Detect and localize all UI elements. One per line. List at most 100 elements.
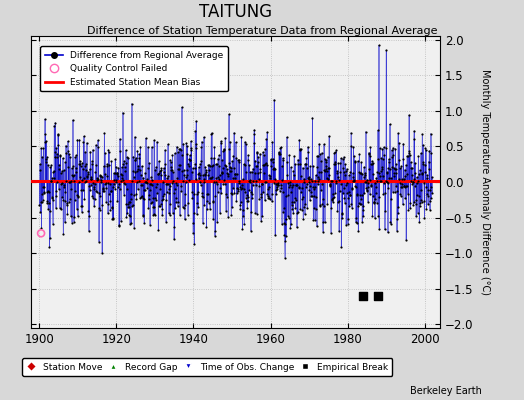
Point	[159, 192, 167, 199]
Point	[72, 169, 80, 175]
Point	[418, 171, 427, 178]
Point	[189, 230, 197, 236]
Point	[97, 179, 106, 186]
Point	[367, 182, 375, 188]
Point	[103, 180, 112, 186]
Point	[371, 196, 379, 202]
Point	[120, 158, 128, 165]
Point	[257, 181, 266, 188]
Point	[296, 161, 304, 167]
Point	[143, 184, 151, 191]
Point	[123, 210, 132, 216]
Point	[212, 175, 220, 181]
Point	[102, 199, 110, 205]
Point	[78, 160, 86, 166]
Point	[213, 161, 222, 168]
Point	[162, 197, 170, 203]
Point	[227, 212, 235, 218]
Point	[63, 138, 72, 144]
Point	[297, 189, 305, 195]
Point	[359, 293, 367, 299]
Point	[280, 232, 289, 238]
Point	[60, 198, 69, 204]
Point	[262, 136, 270, 142]
Point	[380, 152, 388, 159]
Point	[123, 154, 131, 161]
Point	[136, 167, 144, 174]
Point	[205, 167, 213, 174]
Point	[256, 166, 265, 172]
Point	[224, 214, 232, 220]
Point	[72, 152, 80, 158]
Point	[112, 171, 121, 178]
Point	[387, 174, 396, 181]
Point	[280, 255, 289, 261]
Point	[386, 121, 394, 128]
Point	[266, 175, 274, 182]
Point	[362, 179, 370, 185]
Point	[190, 191, 198, 198]
Point	[146, 186, 155, 193]
Point	[236, 206, 244, 212]
Point	[339, 165, 347, 171]
Point	[42, 154, 51, 160]
Point	[216, 185, 224, 192]
Point	[281, 238, 290, 244]
Point	[245, 178, 253, 184]
Point	[367, 161, 375, 167]
Point	[52, 187, 61, 194]
Point	[80, 195, 89, 202]
Point	[284, 192, 292, 198]
Point	[385, 175, 394, 181]
Point	[103, 160, 112, 167]
Point	[213, 180, 221, 187]
Point	[220, 177, 228, 184]
Point	[333, 169, 341, 176]
Point	[83, 173, 91, 180]
Point	[385, 159, 394, 166]
Point	[36, 209, 45, 216]
Point	[294, 156, 302, 163]
Point	[297, 146, 305, 152]
Point	[396, 165, 405, 172]
Point	[217, 138, 225, 145]
Point	[78, 202, 86, 209]
Point	[76, 161, 84, 168]
Point	[164, 180, 172, 187]
Point	[241, 189, 249, 195]
Point	[388, 164, 397, 170]
Point	[81, 149, 89, 155]
Point	[139, 194, 147, 201]
Point	[43, 198, 52, 204]
Point	[420, 215, 429, 221]
Point	[233, 185, 241, 192]
Point	[50, 175, 58, 182]
Point	[253, 210, 261, 217]
Point	[278, 163, 286, 170]
Point	[348, 174, 357, 180]
Point	[200, 134, 208, 140]
Point	[287, 164, 295, 171]
Point	[88, 158, 96, 164]
Point	[361, 172, 369, 178]
Point	[392, 183, 400, 190]
Point	[306, 183, 314, 189]
Point	[313, 178, 322, 184]
Point	[185, 163, 193, 170]
Point	[206, 175, 215, 181]
Point	[231, 175, 239, 181]
Legend: Station Move, Record Gap, Time of Obs. Change, Empirical Break: Station Move, Record Gap, Time of Obs. C…	[22, 358, 392, 376]
Point	[63, 211, 72, 217]
Point	[353, 191, 362, 198]
Point	[148, 182, 156, 188]
Point	[203, 206, 211, 212]
Point	[401, 184, 409, 190]
Point	[239, 207, 247, 213]
Point	[218, 157, 226, 163]
Point	[54, 186, 63, 192]
Point	[74, 193, 82, 199]
Point	[122, 214, 130, 220]
Point	[266, 156, 275, 163]
Point	[279, 209, 287, 216]
Point	[305, 179, 313, 186]
